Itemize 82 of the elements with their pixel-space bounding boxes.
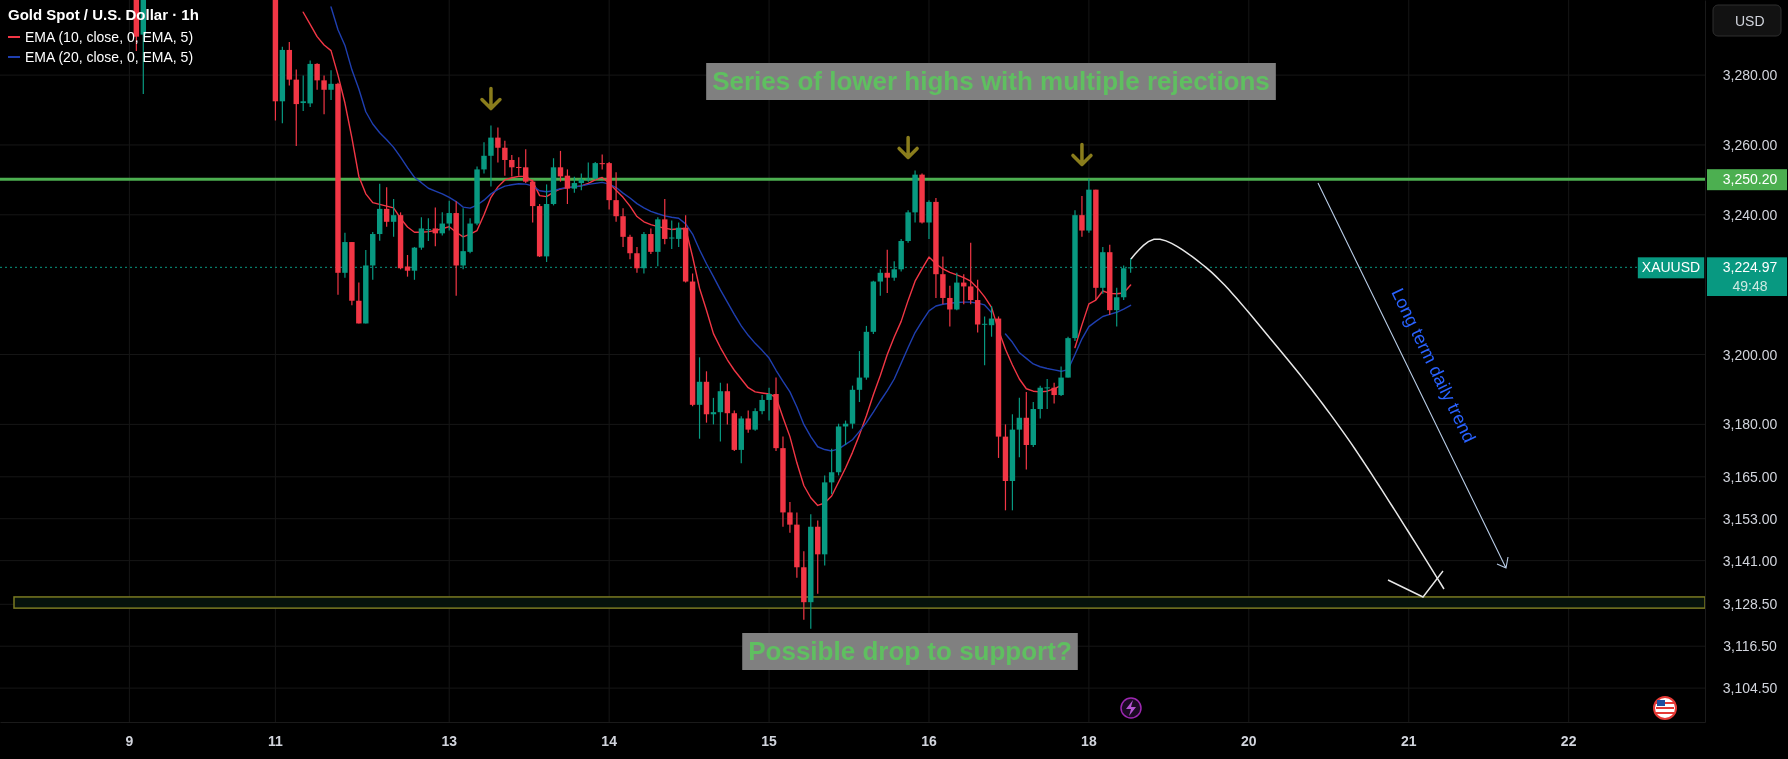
candlestick — [383, 186, 390, 228]
y-tick-label: 3,240.00 — [1722, 206, 1778, 223]
x-tick-label: 13 — [441, 732, 458, 749]
annotation: Possible drop to support? — [748, 636, 1072, 666]
x-tick-label: 18 — [1081, 732, 1097, 749]
candlestick — [446, 200, 452, 232]
candlestick — [696, 356, 703, 440]
candlestick — [981, 315, 988, 366]
x-tick-label: 9 — [125, 732, 134, 749]
candlestick — [828, 448, 835, 495]
candlestick — [557, 150, 564, 183]
candlestick — [585, 161, 591, 183]
candlestick — [620, 207, 626, 248]
y-tick-label: 3,153.00 — [1722, 510, 1778, 527]
x-tick-label: 14 — [601, 732, 618, 749]
candlestick — [1079, 195, 1085, 238]
candlestick — [481, 141, 487, 175]
y-tick-label: 3,260.00 — [1722, 136, 1778, 153]
x-tick-label: 15 — [761, 732, 778, 749]
candlestick — [321, 74, 327, 115]
candlestick — [1037, 385, 1043, 420]
candlestick — [724, 382, 731, 425]
candlestick — [1058, 365, 1064, 397]
candlestick — [752, 407, 758, 432]
candlestick — [627, 234, 633, 260]
candlestick — [509, 154, 515, 177]
annotation: Series of lower highs with multiple rejections — [712, 66, 1270, 96]
ref-line-label: 3,250.20 — [1722, 171, 1778, 188]
candlestick — [495, 126, 501, 164]
y-tick-label: 3,280.00 — [1722, 67, 1778, 84]
candlestick — [328, 69, 334, 101]
candlestick — [710, 397, 717, 425]
y-tick-label: 3,104.50 — [1722, 680, 1778, 697]
candlestick — [745, 409, 751, 434]
ref-line-label: 3,224.97 — [1722, 259, 1778, 276]
annotation: Long term daily trend — [1387, 285, 1480, 446]
x-tick-label: 22 — [1560, 732, 1577, 749]
candlestick — [856, 350, 863, 403]
candlestick — [766, 387, 772, 422]
candlestick — [1016, 397, 1023, 458]
y-tick-label: 3,128.50 — [1722, 596, 1778, 613]
candlestick — [669, 219, 675, 250]
y-tick-label: 3,116.50 — [1723, 638, 1777, 655]
candlestick — [787, 501, 793, 534]
candlestick — [717, 382, 724, 443]
candlestick — [613, 171, 619, 223]
candlestick — [425, 217, 432, 242]
text: USD — [1735, 13, 1765, 29]
x-tick-label: 16 — [921, 732, 937, 749]
candlestick — [502, 140, 508, 177]
candlestick — [1114, 287, 1120, 328]
annotation: XAUUSD — [1641, 259, 1701, 276]
y-tick-label: 3,141.00 — [1722, 552, 1778, 569]
candlestick — [390, 198, 397, 238]
candlestick — [314, 62, 320, 91]
candlestick — [1051, 382, 1057, 405]
candlestick — [523, 148, 529, 184]
candlestick — [967, 242, 974, 305]
candlestick — [418, 216, 425, 251]
y-tick-label: 3,200.00 — [1722, 346, 1778, 363]
candlestick — [884, 249, 890, 294]
x-tick-label: 11 — [268, 732, 284, 749]
x-tick-label: 20 — [1241, 732, 1257, 749]
candlestick — [759, 394, 765, 415]
candlestick — [648, 227, 654, 255]
candlestick — [1044, 378, 1050, 410]
candlestick — [488, 124, 494, 188]
text: 49:48 — [1732, 278, 1768, 294]
y-tick-label: 3,165.00 — [1722, 468, 1778, 485]
y-tick-label: 3,180.00 — [1722, 416, 1778, 433]
candlestick — [564, 168, 571, 205]
candlestick — [940, 255, 946, 305]
candlestick — [356, 281, 362, 325]
candlestick — [516, 156, 522, 177]
candlestick — [926, 199, 932, 240]
candlestick — [675, 221, 682, 248]
candlestick — [662, 198, 668, 245]
x-tick-label: 21 — [1400, 732, 1417, 749]
candlestick — [634, 246, 640, 274]
candlestick — [947, 285, 953, 328]
candlestick — [432, 206, 439, 247]
legend-label: EMA (20, close, 0, EMA, 5) — [25, 49, 194, 65]
